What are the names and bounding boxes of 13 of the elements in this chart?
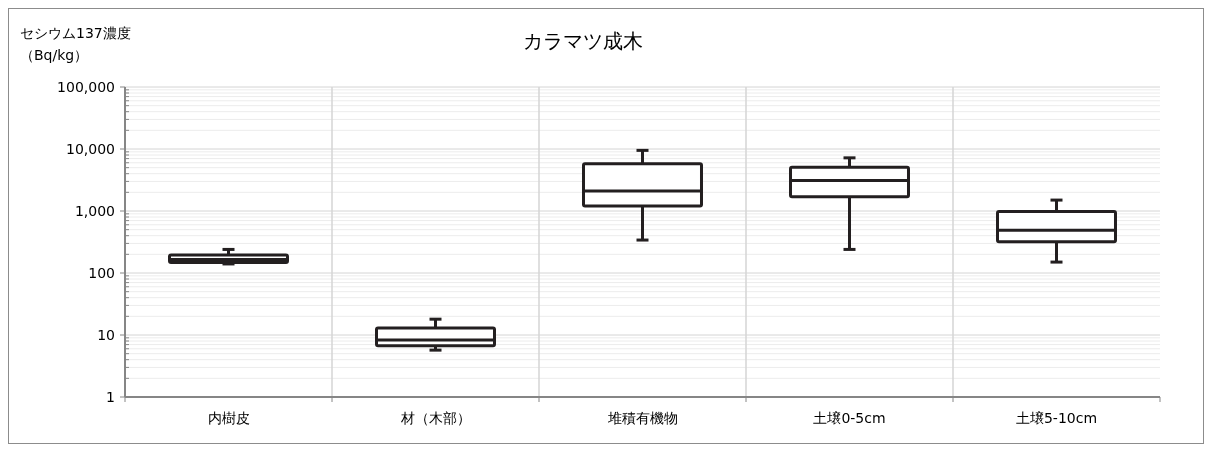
y-tick-label: 100,000 [57, 78, 115, 95]
x-tick-label: 土壌5-10cm [1015, 410, 1098, 426]
y-tick-label: 1,000 [74, 202, 115, 219]
x-tick-label: 内樹皮 [207, 410, 250, 426]
y-tick-label: 1 [106, 388, 115, 405]
x-tick-label: 材（木部） [399, 410, 471, 426]
y-axis-title: セシウム137濃度（Bq/kg） [20, 24, 132, 65]
y-tick-label: 10 [97, 326, 115, 343]
chart-title: カラマツ成木 [522, 29, 643, 53]
y-tick-label: 100 [88, 264, 115, 281]
y-tick-label: 10,000 [66, 140, 115, 157]
x-tick-label: 土壌0-5cm [813, 410, 886, 426]
x-tick-label: 堆積有機物 [606, 410, 678, 426]
